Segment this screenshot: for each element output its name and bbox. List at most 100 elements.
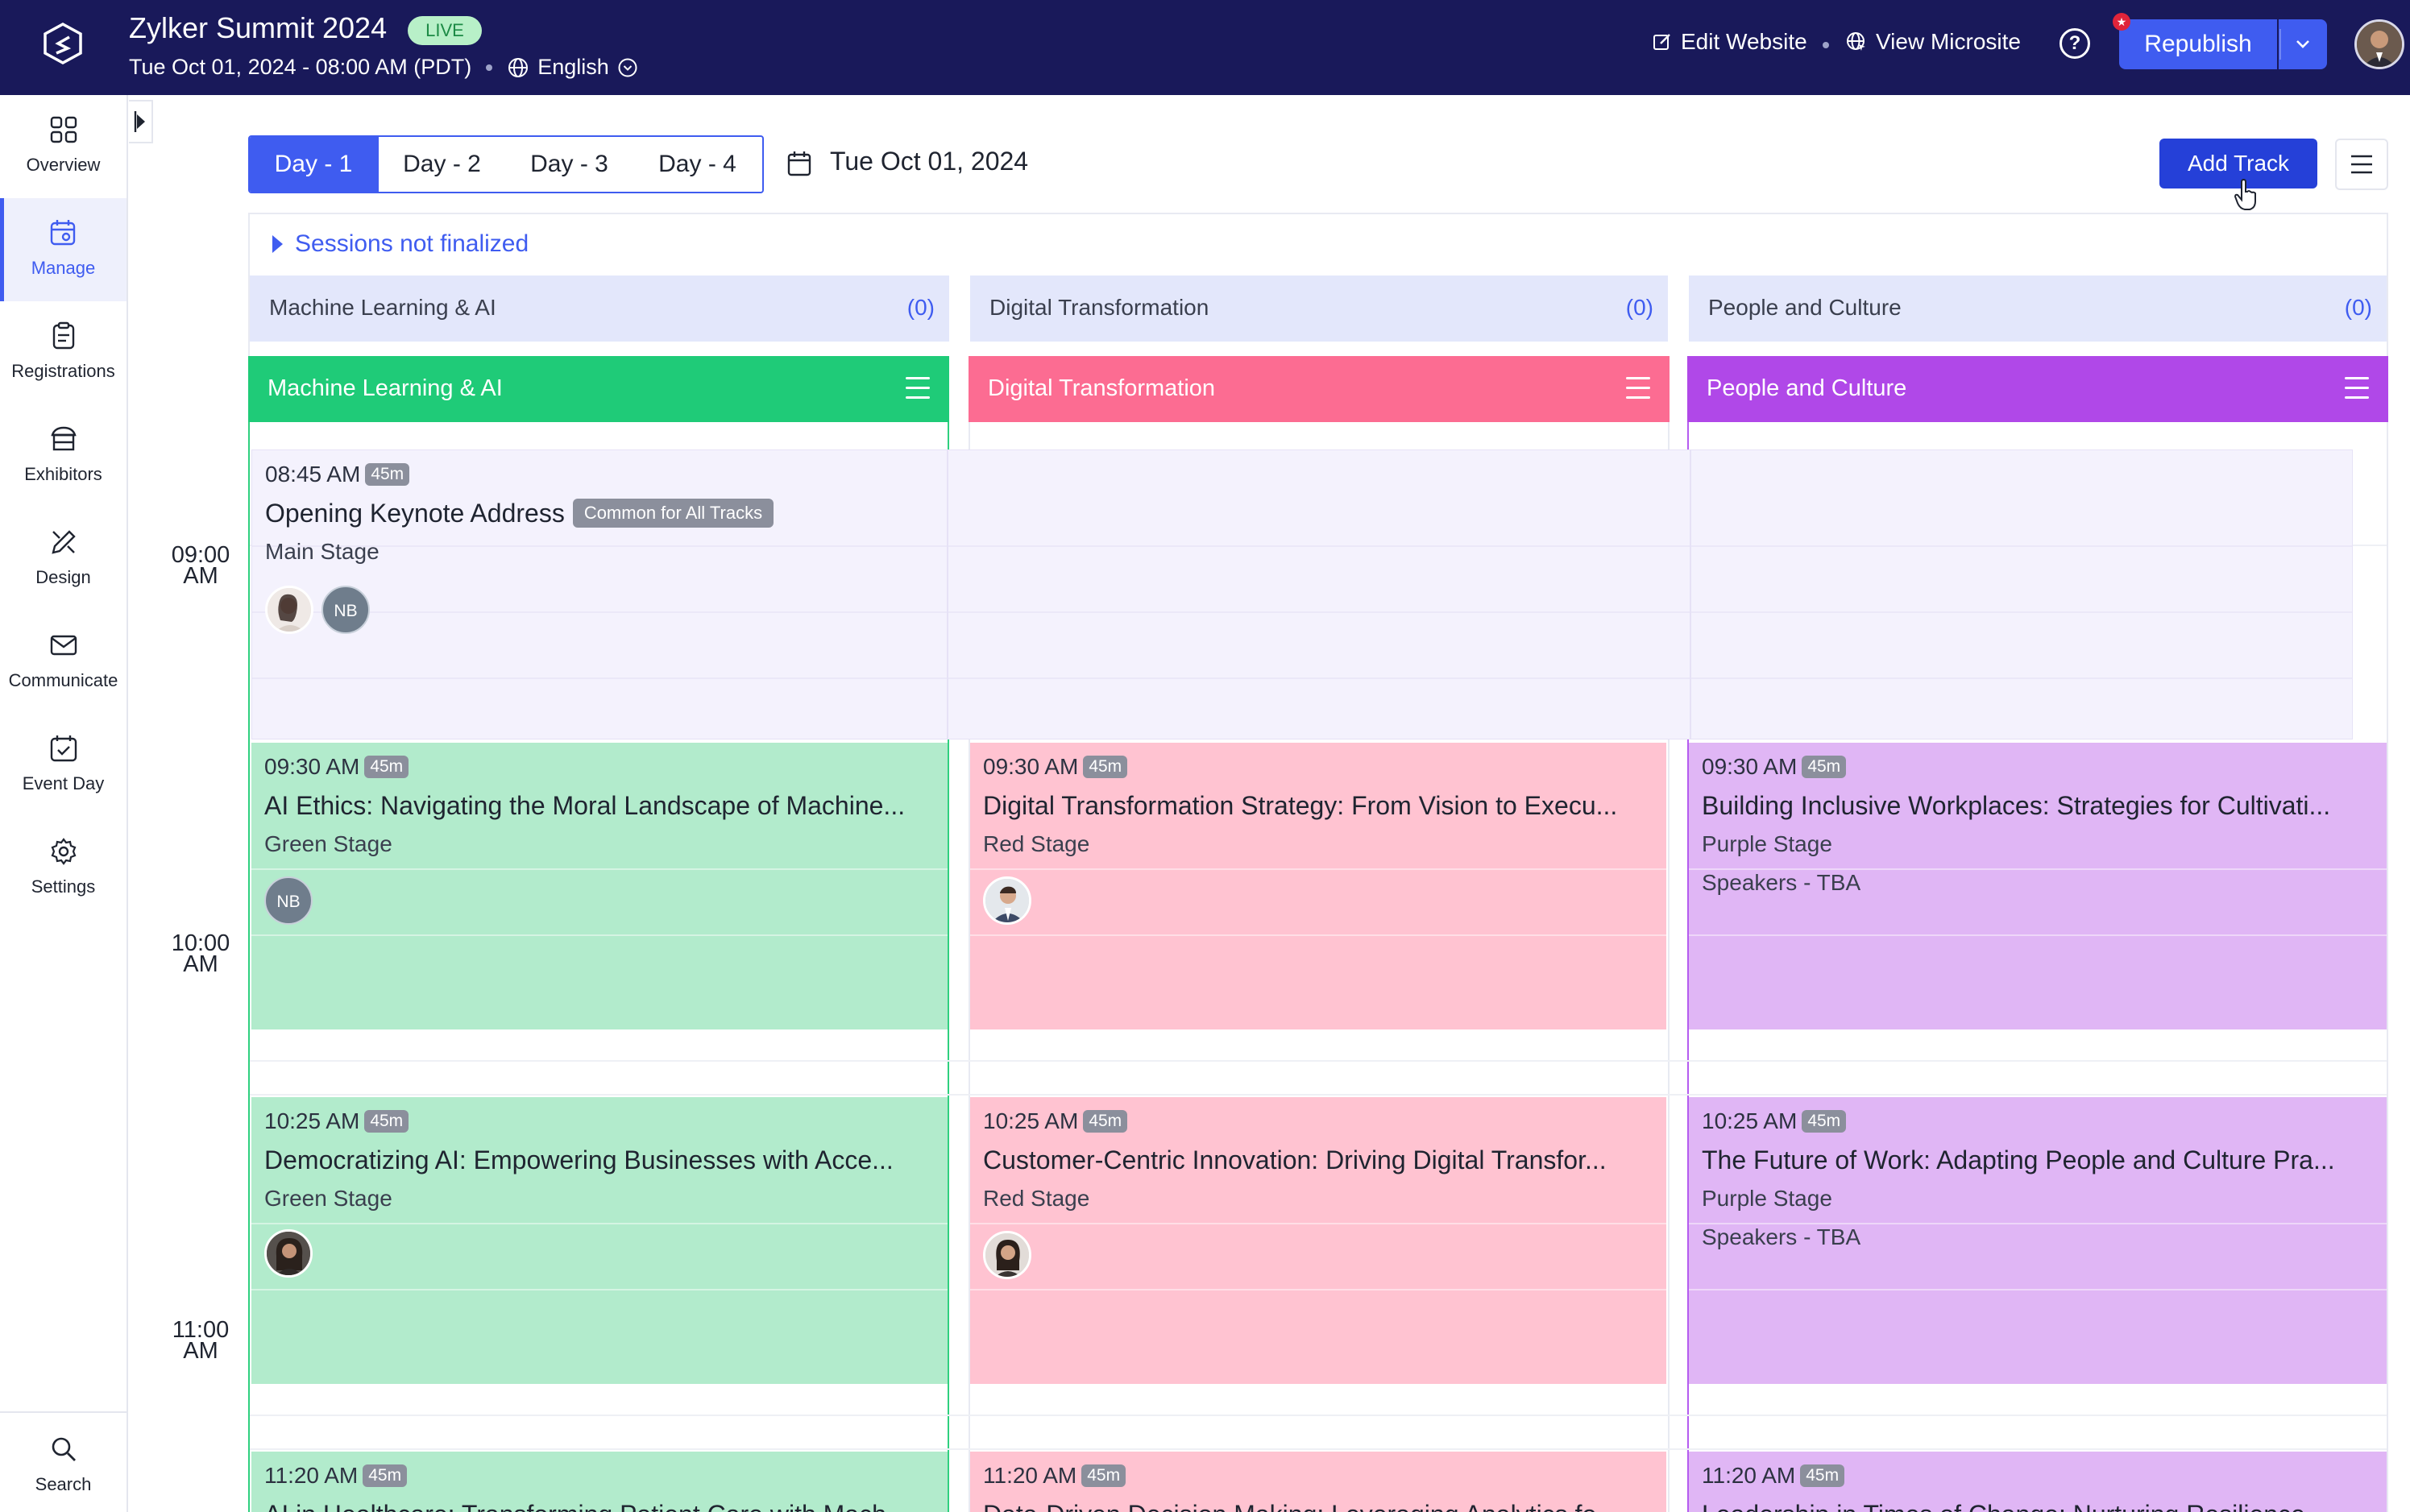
session-duration-badge: 45m	[365, 463, 410, 486]
session-card[interactable]: 10:25 AM 45m Customer-Centric Innovation:…	[970, 1097, 1666, 1384]
separator-dot	[1823, 42, 1829, 48]
session-duration-badge: 45m	[364, 1110, 409, 1133]
session-title: Digital Transformation Strategy: From Vi…	[983, 791, 1618, 820]
session-time: 08:45 AM 45m	[265, 462, 410, 487]
sessions-not-finalized-toggle[interactable]	[250, 214, 2387, 275]
sidebar-item-settings[interactable]: Settings	[0, 817, 127, 920]
sidebar-item-search[interactable]: Search	[0, 1421, 127, 1512]
language-selector[interactable]: English	[537, 55, 609, 79]
sidebar-item-design[interactable]: Design	[0, 507, 127, 611]
unscheduled-track-name: Machine Learning & AI	[269, 295, 496, 320]
track-header-digital-transformation[interactable]: Digital Transformation	[969, 356, 1670, 422]
session-card[interactable]: 10:25 AM 45m The Future of Work: Adapting…	[1689, 1097, 2387, 1384]
selected-date: Tue Oct 01, 2024	[830, 147, 1029, 176]
hand-cursor-icon	[2234, 179, 2256, 210]
session-title: Democratizing AI: Empowering Businesses …	[264, 1145, 894, 1174]
time-label-11am: 11:00 AM	[172, 1317, 230, 1364]
session-duration-badge: 45m	[1802, 1110, 1847, 1133]
search-icon	[52, 1437, 76, 1461]
sidebar-item-manage[interactable]: Manage	[0, 198, 127, 301]
session-card[interactable]: 09:30 AM 45m Building Inclusive Workplace…	[1689, 743, 2387, 1029]
sidebar-item-exhibitors[interactable]: Exhibitors	[0, 404, 127, 507]
unscheduled-track-digital-transformation[interactable]: Digital Transformation (0)	[970, 275, 1668, 342]
sidebar-item-label: Search	[35, 1474, 92, 1494]
track-header-ml-ai[interactable]: Machine Learning & AI	[248, 356, 949, 422]
unscheduled-track-ml-ai[interactable]: Machine Learning & AI (0)	[250, 275, 949, 342]
session-title: Leadership in Times of Change: Nurturing…	[1702, 1500, 2379, 1512]
sidebar-item-overview[interactable]: Overview	[0, 95, 127, 198]
event-subtitle: Tue Oct 01, 2024 - 08:00 AM (PDT) Englis…	[129, 55, 638, 80]
grid-line	[1689, 1289, 2387, 1290]
session-speakers: Speakers - TBA	[1702, 870, 1861, 895]
sidebar-item-communicate[interactable]: Communicate	[0, 611, 127, 714]
tab-day-1[interactable]: Day - 1	[250, 137, 377, 192]
track-menu-icon[interactable]	[2345, 377, 2369, 400]
calendar-check-icon	[50, 735, 77, 762]
event-datetime: Tue Oct 01, 2024 - 08:00 AM (PDT)	[129, 55, 472, 79]
grid-line	[250, 1415, 2387, 1416]
session-card[interactable]: 09:30 AM 45m AI Ethics: Navigating the Mo…	[251, 743, 948, 1029]
speaker-avatar[interactable]	[983, 1231, 1031, 1279]
event-title: Zylker Summit 2024	[129, 11, 388, 44]
speaker-avatar[interactable]	[983, 876, 1031, 925]
session-duration-badge: 45m	[363, 1464, 408, 1487]
common-all-tracks-badge: Common for All Tracks	[572, 498, 774, 528]
unscheduled-count: (0)	[2344, 295, 2372, 320]
column-divider	[947, 450, 948, 739]
tab-day-3[interactable]: Day - 3	[505, 137, 633, 192]
track-menu-icon[interactable]	[1626, 377, 1650, 400]
unscheduled-count: (0)	[1625, 295, 1653, 320]
gear-icon	[51, 838, 77, 865]
view-microsite-link[interactable]: View Microsite	[1845, 29, 2021, 55]
session-time: 11:20 AM 45m	[264, 1463, 408, 1489]
session-card[interactable]: 09:30 AM 45m Digital Transformation Strat…	[970, 743, 1666, 1029]
options-menu-button[interactable]	[2335, 139, 2388, 190]
sidebar-item-registrations[interactable]: Registrations	[0, 301, 127, 404]
edit-website-link[interactable]: Edit Website	[1652, 29, 1807, 55]
grid-line	[250, 1448, 2387, 1450]
session-duration-badge: 45m	[1800, 1464, 1845, 1487]
add-track-button[interactable]: Add Track	[2159, 139, 2317, 188]
chevron-down-icon[interactable]	[617, 57, 638, 78]
sidebar-expand-button[interactable]	[129, 100, 153, 143]
caret-right-icon[interactable]	[272, 235, 283, 253]
sessions-not-finalized-label[interactable]: Sessions not finalized	[295, 230, 529, 257]
session-duration-badge: 45m	[1081, 1464, 1126, 1487]
speaker-avatar[interactable]	[265, 586, 313, 634]
view-microsite-label: View Microsite	[1876, 29, 2021, 54]
republish-button[interactable]: Republish	[2119, 19, 2277, 69]
speaker-avatar[interactable]: NB	[321, 586, 370, 634]
tab-day-2[interactable]: Day - 2	[377, 137, 505, 192]
session-stage: Purple Stage	[1702, 831, 1832, 856]
app-logo-icon[interactable]	[40, 21, 85, 66]
sidebar-item-label: Manage	[31, 258, 96, 278]
speaker-avatar[interactable]: NB	[264, 876, 313, 925]
unscheduled-track-name: Digital Transformation	[989, 295, 1209, 320]
session-duration-badge: 45m	[364, 756, 409, 778]
help-icon[interactable]: ?	[2059, 28, 2090, 59]
speaker-photo-icon	[267, 1232, 310, 1275]
sidebar-item-event-day[interactable]: Event Day	[0, 714, 127, 817]
envelope-icon	[50, 635, 77, 656]
session-card-keynote[interactable]: 08:45 AM 45m Opening Keynote Address Commo…	[251, 449, 2353, 739]
grid-line	[251, 1223, 948, 1224]
sidebar-item-label: Overview	[26, 155, 101, 175]
tab-day-4[interactable]: Day - 4	[633, 137, 761, 192]
calendar-icon	[787, 151, 811, 176]
track-header-people-culture[interactable]: People and Culture	[1687, 356, 2388, 422]
session-card[interactable]: 10:25 AM 45m Democratizing AI: Empowering…	[251, 1097, 948, 1384]
session-title: AI Ethics: Navigating the Moral Landscap…	[264, 791, 906, 820]
sidebar-item-label: Registrations	[11, 361, 115, 381]
edit-icon	[1653, 34, 1670, 50]
track-menu-icon[interactable]	[906, 377, 930, 400]
grid-icon	[50, 116, 77, 143]
session-title: Building Inclusive Workplaces: Strategie…	[1702, 791, 2331, 820]
republish-dropdown-button[interactable]	[2279, 19, 2327, 69]
user-avatar[interactable]	[2354, 19, 2404, 69]
unscheduled-track-people-culture[interactable]: People and Culture (0)	[1689, 275, 2387, 342]
speaker-avatar[interactable]	[264, 1229, 313, 1278]
session-speakers: Speakers - TBA	[1702, 1224, 1861, 1249]
